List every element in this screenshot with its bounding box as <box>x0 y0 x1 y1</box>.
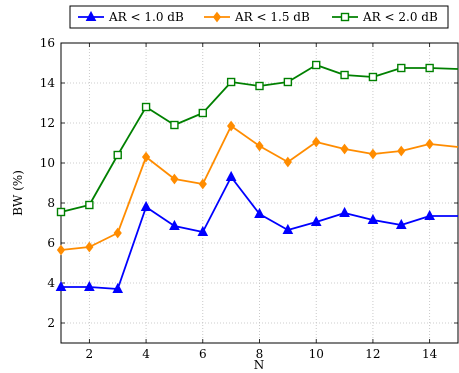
square-marker <box>425 63 434 73</box>
y-tick-label: 16 <box>40 36 55 50</box>
square-marker <box>397 63 406 73</box>
diamond-marker <box>113 227 122 239</box>
diamond-marker <box>212 11 222 23</box>
diamond-marker <box>227 120 236 132</box>
legend-box <box>69 5 449 29</box>
y-tick-label: 2 <box>47 316 55 330</box>
square-marker <box>85 200 94 210</box>
square-marker <box>340 70 349 80</box>
square-marker <box>283 77 293 87</box>
diamond-marker <box>141 151 151 163</box>
square-marker <box>170 120 179 130</box>
diamond-marker <box>312 136 321 148</box>
square-marker <box>141 102 151 112</box>
diamond-marker <box>340 143 349 155</box>
triangle-marker <box>169 219 180 230</box>
triangle-marker <box>310 215 322 226</box>
x-tick-label: 6 <box>199 347 207 361</box>
legend-label: AR < 1.5 dB <box>234 10 310 24</box>
x-tick-label: 2 <box>86 347 94 361</box>
diamond-marker <box>397 145 406 157</box>
triangle-marker <box>282 223 294 234</box>
legend-item: AR < 1.0 dB <box>78 10 184 24</box>
legend-label: AR < 2.0 dB <box>362 10 438 24</box>
triangle-marker <box>197 225 209 236</box>
square-marker <box>312 60 321 70</box>
x-tick-label: 8 <box>256 347 264 361</box>
series <box>55 60 459 293</box>
diamond-marker <box>425 138 434 150</box>
triangle-marker <box>85 10 97 21</box>
triangle-marker <box>55 280 67 291</box>
triangle-marker <box>424 209 435 220</box>
triangle-marker <box>112 282 124 293</box>
square-marker <box>113 150 122 160</box>
legend-item: AR < 2.0 dB <box>332 10 438 24</box>
y-tick-label: 14 <box>40 76 56 90</box>
square-marker <box>56 207 66 217</box>
series-1 <box>55 170 458 293</box>
series-3 <box>56 60 459 217</box>
y-tick-label: 12 <box>40 116 55 130</box>
y-tick-label: 4 <box>47 276 55 290</box>
triangle-marker <box>367 213 379 224</box>
diamond-marker <box>283 156 292 168</box>
series-2 <box>56 120 459 256</box>
diamond-marker <box>85 241 94 253</box>
triangle-marker <box>254 207 265 218</box>
diamond-marker <box>56 244 66 256</box>
diamond-marker <box>170 173 179 185</box>
x-tick-label: 12 <box>365 347 380 361</box>
diamond-marker <box>255 140 264 152</box>
x-tick-label: 4 <box>142 347 150 361</box>
square-marker <box>255 81 264 91</box>
legend-item: AR < 1.5 dB <box>204 10 310 24</box>
legend: AR < 1.0 dB AR < 1.5 dB AR < 2.0 dB <box>69 5 449 29</box>
diamond-marker <box>368 148 378 160</box>
axis-ticks: 2 4 6 8 10 12 14 2 4 6 8 10 12 14 16 <box>40 36 458 361</box>
y-axis-label: BW (%) <box>11 170 25 216</box>
triangle-marker <box>395 218 407 229</box>
y-tick-label: 6 <box>47 236 55 250</box>
legend-label: AR < 1.0 dB <box>108 10 184 24</box>
square-marker <box>226 77 236 87</box>
square-marker <box>198 108 207 118</box>
y-tick-label: 10 <box>40 156 55 170</box>
square-marker <box>340 12 350 22</box>
triangle-marker <box>339 206 350 217</box>
square-marker <box>368 72 378 82</box>
triangle-marker <box>84 280 95 291</box>
triangle-marker <box>225 170 237 181</box>
x-axis-label: N <box>254 358 265 372</box>
x-tick-label: 10 <box>309 347 324 361</box>
y-tick-label: 8 <box>47 196 55 210</box>
triangle-marker <box>140 200 152 211</box>
x-tick-label: 14 <box>422 347 438 361</box>
diamond-marker <box>198 178 207 190</box>
